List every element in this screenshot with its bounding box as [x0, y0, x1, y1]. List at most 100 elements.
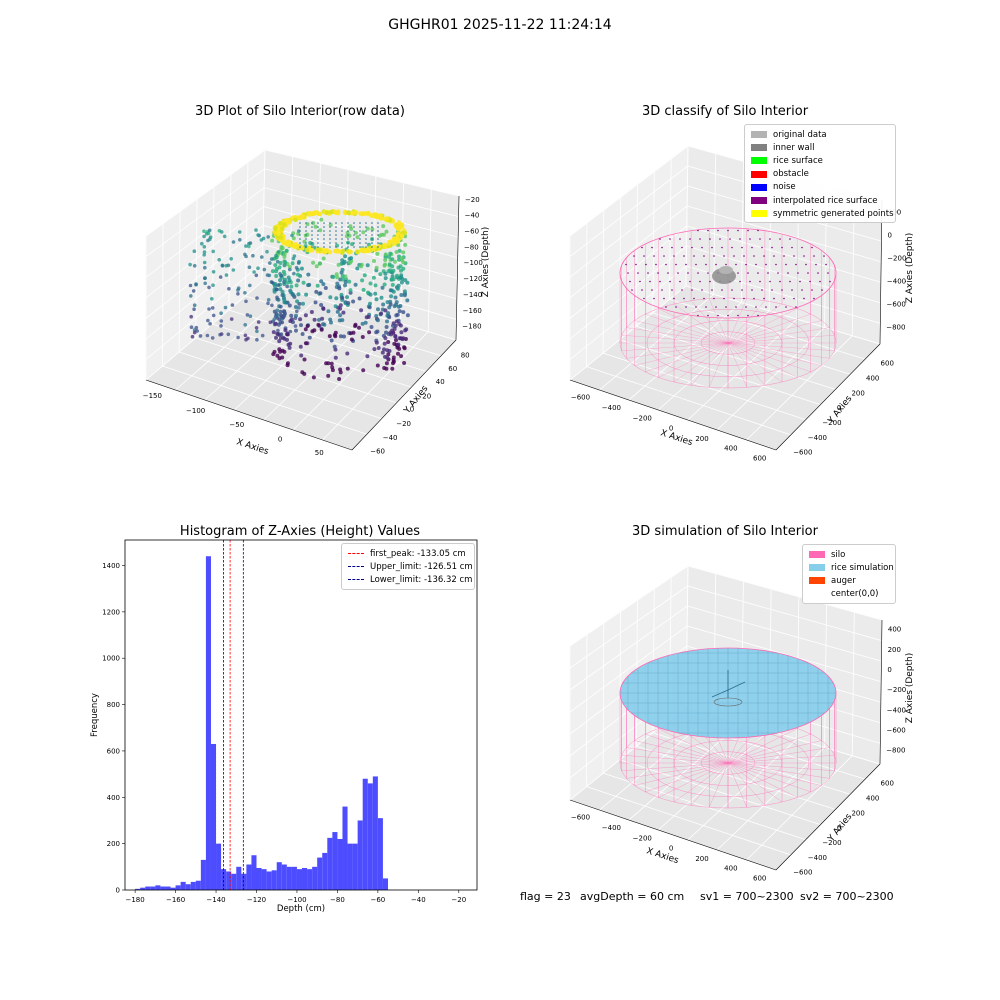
raw-point [282, 252, 287, 257]
raw-rim-point [324, 210, 330, 216]
raw-point [273, 263, 278, 268]
raw-point [316, 322, 321, 327]
classify-surface-point [703, 255, 705, 257]
classify-grid-line [636, 325, 836, 390]
raw-y-tick: −20 [396, 420, 411, 428]
raw-point [392, 341, 397, 346]
raw-point [254, 326, 259, 330]
raw-point [270, 280, 275, 285]
classify-surface-point [789, 238, 791, 240]
raw-y-tick: 60 [448, 365, 457, 373]
raw-point [397, 346, 402, 351]
simulation-grid-line [586, 786, 791, 856]
raw-mesh-point [311, 242, 313, 244]
histogram-bar [135, 888, 141, 890]
classify-surface-point [727, 229, 729, 232]
raw-rim-point [293, 242, 299, 247]
raw-mesh-point [371, 238, 373, 240]
raw-point [394, 319, 399, 324]
classify-surface-point [649, 280, 651, 283]
raw-point [292, 271, 296, 276]
raw-point [278, 336, 283, 341]
raw-point [396, 351, 400, 356]
classify-surface-point [699, 280, 701, 283]
raw-mesh-point [317, 226, 319, 228]
histogram-bar [190, 881, 196, 890]
raw-mesh-point [377, 226, 379, 228]
classify-surface-point [807, 272, 809, 274]
simulation-silo-floor-ring [700, 751, 756, 775]
classify-surface-point [771, 289, 773, 291]
raw-point [282, 311, 287, 316]
classify-surface-point [741, 289, 743, 291]
raw-point [284, 300, 289, 305]
simulation-y-tick: 600 [881, 780, 894, 788]
raw-point [367, 305, 372, 310]
raw-mesh-point [341, 246, 343, 248]
raw-mesh-point [365, 226, 367, 228]
raw-point [275, 295, 279, 300]
raw-y-tick: −60 [370, 447, 385, 455]
raw-point [280, 246, 285, 251]
classify-surface-point [721, 246, 723, 249]
raw-point [353, 282, 358, 287]
raw-point [350, 242, 355, 247]
raw-point [396, 243, 401, 247]
raw-point [299, 353, 304, 358]
raw-point [393, 295, 398, 300]
raw-mesh-point [311, 226, 313, 228]
raw-point [383, 308, 388, 313]
raw-mesh-point [317, 238, 319, 240]
raw-point [380, 350, 385, 355]
classify-plot-title: 3D classify of Silo Interior [641, 104, 809, 119]
classify-surface-point [679, 238, 681, 240]
raw-point [368, 301, 372, 306]
raw-point [384, 325, 389, 329]
raw-point [294, 265, 299, 270]
classify-surface-point [655, 263, 657, 266]
histogram-y-tick-label: 0 [116, 887, 120, 895]
classify-surface-point [639, 280, 641, 283]
raw-point [333, 355, 338, 360]
classify-grid-line [687, 205, 882, 263]
raw-point [207, 228, 212, 233]
raw-point [393, 259, 397, 264]
classify-surface-point [705, 263, 707, 266]
classify-x-tick: 600 [753, 455, 766, 463]
raw-mesh-point [359, 234, 361, 236]
raw-point [291, 256, 296, 261]
raw-x-tick: −100 [186, 407, 205, 415]
raw-mesh-point [305, 226, 307, 228]
raw-point [405, 298, 410, 303]
raw-point [347, 256, 352, 261]
raw-point [311, 375, 316, 380]
raw-point [270, 303, 274, 308]
raw-z-tick: −60 [464, 228, 479, 236]
raw-point [353, 230, 358, 235]
raw-point [391, 289, 396, 294]
classify-grid-line [602, 210, 605, 354]
classify-surface-point [737, 314, 739, 317]
raw-point [298, 344, 303, 349]
histogram-y-tick-label: 1200 [102, 608, 120, 616]
raw-point [192, 307, 196, 312]
raw-point [390, 257, 395, 262]
raw-mesh-point [329, 222, 331, 224]
raw-point [314, 264, 319, 269]
raw-mesh-point [353, 230, 355, 232]
raw-point [244, 299, 248, 304]
raw-point [252, 270, 256, 274]
raw-point [207, 307, 211, 311]
raw-point [237, 230, 242, 234]
raw-point [314, 289, 319, 294]
raw-point [389, 332, 394, 337]
raw-mesh-point [311, 222, 313, 224]
classify-surface-point [725, 306, 727, 308]
raw-point [338, 367, 343, 372]
classify-surface-point [645, 263, 647, 266]
status-sv2: sv2 = 700~2300 [800, 890, 894, 903]
raw-mesh-point [371, 230, 373, 232]
histogram-bar [347, 843, 353, 890]
raw-point [192, 249, 197, 253]
raw-point [266, 235, 271, 239]
